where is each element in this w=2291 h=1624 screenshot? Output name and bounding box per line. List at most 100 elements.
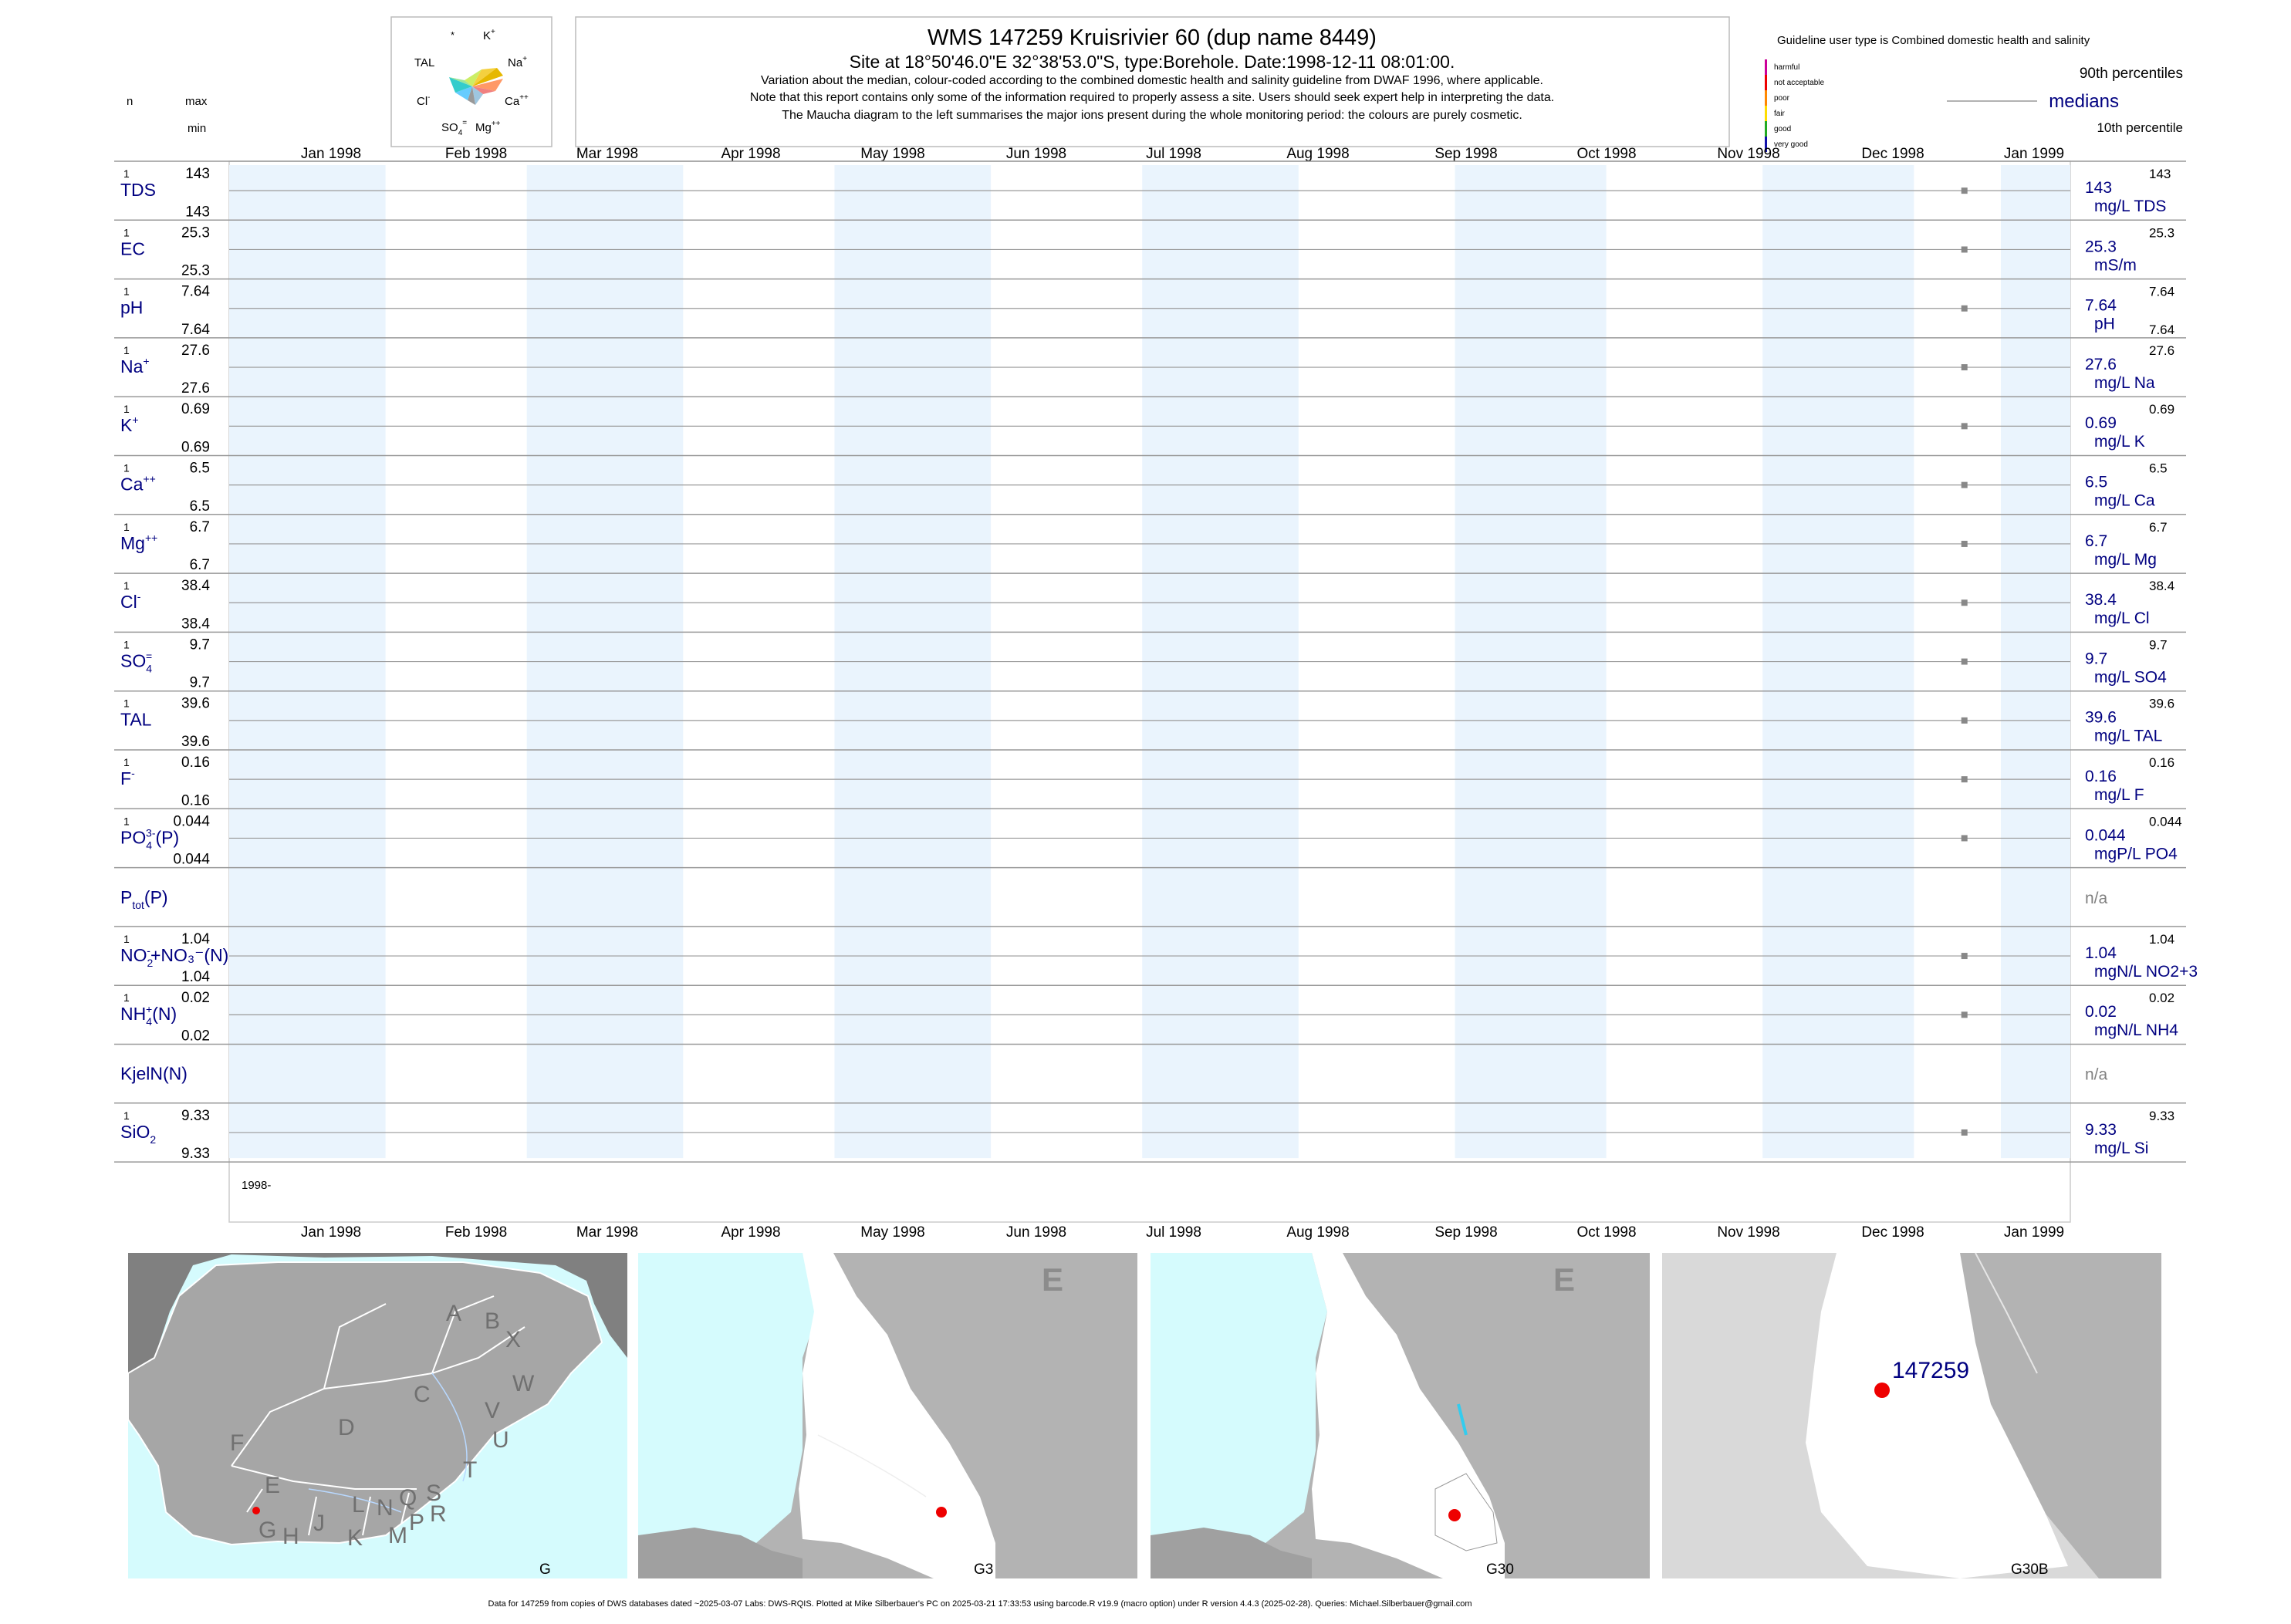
row-unit: mg/L Ca: [2094, 492, 2155, 510]
month-labels-bottom: Jan 1998 Feb 1998 Mar 1998 Apr 1998 May 1998…: [301, 1224, 2064, 1241]
guideline-levels: harmful not acceptable poor fair good very go…: [1765, 59, 1824, 152]
max-header: max: [185, 95, 208, 108]
row-n: 1: [123, 697, 130, 710]
month-label-top: Feb 1998: [445, 146, 507, 162]
row-label-F: F-: [120, 767, 135, 788]
row-p90: 0.044: [2149, 814, 2182, 829]
maucha-star: [449, 68, 503, 105]
row-unit: mg/L Na: [2094, 374, 2155, 392]
note-3: The Maucha diagram to the left summarise…: [782, 109, 1522, 122]
month-label-top: May 1998: [860, 146, 924, 162]
guideline-level-swatch: [1765, 59, 1767, 75]
row-n: 1: [123, 1109, 130, 1122]
g30b-site-marker: [1874, 1383, 1890, 1398]
legend-p90: 90th percentiles: [2080, 66, 2183, 82]
row-unit: mg/L Mg: [2094, 551, 2157, 569]
row-n: 1: [123, 638, 130, 650]
sample-point-F: [1961, 776, 1968, 783]
map-g30: E G30: [1151, 1253, 1650, 1578]
row-label-Ca: Ca++: [120, 473, 156, 495]
row-min: 143: [185, 204, 210, 220]
drainage-region-B: B: [485, 1308, 500, 1334]
sample-point-EC: [1961, 246, 1968, 253]
row-p90: 0.02: [2149, 991, 2174, 1005]
g3-site-marker: [936, 1507, 947, 1518]
row-unit: mg/L F: [2094, 786, 2144, 804]
drainage-region-D: D: [338, 1415, 355, 1440]
sample-point-NH4: [1961, 1011, 1968, 1018]
month-label-bottom: Oct 1998: [1576, 1224, 1636, 1241]
sample-point-Cl: [1961, 599, 1968, 606]
row-n: 1: [123, 167, 130, 180]
sample-point-PO4: [1961, 835, 1968, 842]
row-unit: mS/m: [2094, 256, 2137, 274]
month-label-top: Oct 1998: [1576, 146, 1636, 162]
drainage-region-T: T: [463, 1457, 477, 1483]
maucha-cl-label: Cl: [417, 95, 427, 108]
month-label-bottom: Sep 1998: [1434, 1224, 1497, 1241]
row-max: 143: [185, 166, 210, 182]
row-min: 0.02: [181, 1028, 210, 1045]
row-max: 25.3: [181, 225, 210, 241]
row-p10: 7.64: [2149, 322, 2174, 337]
svg-text:SO4=: SO4=: [441, 119, 467, 137]
row-max: 9.7: [190, 636, 210, 653]
drainage-region-K: K: [347, 1525, 363, 1551]
row-n: 1: [123, 285, 130, 298]
row-min: 7.64: [181, 322, 210, 338]
row-label-TDS: TDS: [120, 180, 156, 200]
g30-site-marker: [1448, 1509, 1461, 1521]
row-min: 0.044: [173, 852, 210, 868]
drainage-region-E: E: [265, 1473, 280, 1498]
month-label-bottom: Jun 1998: [1006, 1224, 1066, 1241]
month-label-bottom: Jan 1999: [2004, 1224, 2064, 1241]
drainage-region-L: L: [352, 1492, 365, 1518]
row-label-SiO2: SiO2: [120, 1122, 156, 1146]
row-max: 9.33: [181, 1108, 210, 1124]
row-n: 1: [123, 462, 130, 474]
row-label-TAL: TAL: [120, 710, 152, 730]
page-subtitle: Site at 18°50'46.0"E 32°38'53.0"S, type:…: [850, 52, 1455, 72]
maucha-star-label: *: [451, 29, 454, 41]
row-unit: mgN/L NH4: [2094, 1021, 2178, 1039]
row-max: 38.4: [181, 578, 210, 594]
row-max: 6.7: [190, 519, 210, 535]
drainage-region-R: R: [430, 1501, 447, 1527]
drainage-region-F: F: [230, 1430, 244, 1456]
row-min: 0.16: [181, 792, 210, 809]
month-label-bottom: Jul 1998: [1146, 1224, 1201, 1241]
row-min: 39.6: [181, 734, 210, 750]
sample-point-Ca: [1961, 481, 1968, 488]
row-n: 1: [123, 991, 130, 1004]
drainage-region-U: U: [492, 1427, 509, 1453]
row-label-K: K+: [120, 414, 139, 435]
map-g3: E G3: [638, 1253, 1137, 1578]
month-label-top: Aug 1998: [1286, 146, 1349, 162]
row-median: 1.04: [2085, 944, 2117, 962]
drainage-region-X: X: [505, 1327, 521, 1352]
row-unit: mg/L TAL: [2094, 728, 2162, 745]
row-p90: 25.3: [2149, 225, 2174, 240]
drainage-region-H: H: [282, 1524, 299, 1549]
row-unit: mg/L Si: [2094, 1140, 2148, 1157]
svg-text:Na+: Na+: [508, 55, 527, 69]
sample-point-SiO2: [1961, 1129, 1968, 1136]
drainage-region-N: N: [377, 1495, 394, 1521]
row-min: 9.33: [181, 1146, 210, 1162]
row-min: 25.3: [181, 263, 210, 279]
month-label-top: Mar 1998: [576, 146, 638, 162]
row-median: 6.7: [2085, 532, 2107, 550]
map-site-label: 147259: [1892, 1358, 1969, 1383]
drainage-region-J: J: [313, 1511, 325, 1536]
row-n: 1: [123, 521, 130, 533]
row-max: 39.6: [181, 696, 210, 712]
guideline-level-swatch: [1765, 106, 1767, 121]
row-Ca: 1 6.56.5Ca++ 6.5mg/L Ca6.5: [114, 461, 2186, 515]
row-unit: mgP/L PO4: [2094, 845, 2178, 863]
row-label-Na: Na+: [120, 355, 150, 376]
